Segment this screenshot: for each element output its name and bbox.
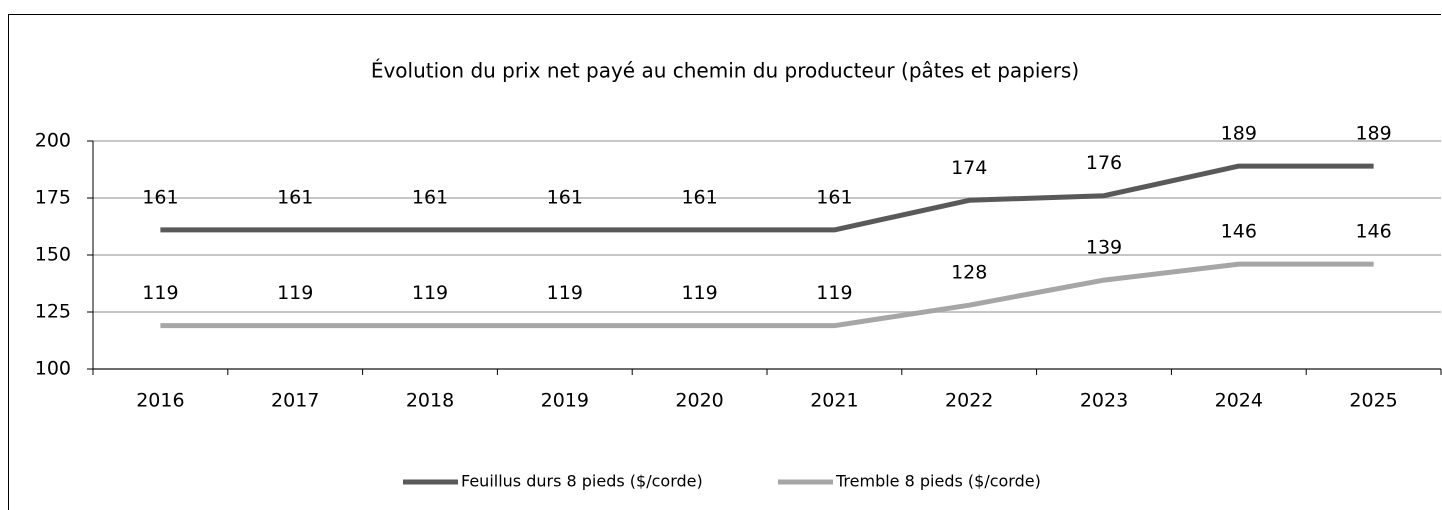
data-label: 161 bbox=[547, 186, 583, 208]
x-tick-label: 2016 bbox=[136, 390, 184, 412]
data-label: 119 bbox=[142, 282, 178, 304]
x-tick-label: 2017 bbox=[271, 390, 319, 412]
data-label: 119 bbox=[277, 282, 313, 304]
data-label: 161 bbox=[277, 186, 313, 208]
x-tick-label: 2023 bbox=[1080, 390, 1128, 412]
x-tick-label: 2018 bbox=[406, 390, 454, 412]
y-tick-label: 200 bbox=[35, 130, 71, 152]
series-line bbox=[160, 261, 1374, 329]
data-label: 189 bbox=[1221, 123, 1257, 145]
x-tick-label: 2021 bbox=[810, 390, 858, 412]
y-tick-label: 150 bbox=[35, 244, 71, 266]
chart-frame bbox=[8, 14, 1441, 510]
x-tick-label: 2022 bbox=[945, 390, 993, 412]
data-label: 119 bbox=[681, 282, 717, 304]
x-tick-label: 2024 bbox=[1215, 390, 1263, 412]
chart-title: Évolution du prix net payé au chemin du … bbox=[371, 59, 1079, 83]
data-label: 119 bbox=[547, 282, 583, 304]
data-label: 139 bbox=[1086, 237, 1122, 259]
data-label: 161 bbox=[142, 186, 178, 208]
data-label: 161 bbox=[816, 186, 852, 208]
series-line bbox=[160, 163, 1374, 233]
data-label: 119 bbox=[816, 282, 852, 304]
data-label: 128 bbox=[951, 262, 987, 284]
data-label: 146 bbox=[1221, 221, 1257, 243]
y-tick-label: 100 bbox=[35, 358, 71, 380]
x-tick-label: 2020 bbox=[675, 390, 723, 412]
data-label: 161 bbox=[412, 186, 448, 208]
y-tick-label: 125 bbox=[35, 301, 71, 323]
data-label: 119 bbox=[412, 282, 448, 304]
data-label: 146 bbox=[1355, 221, 1391, 243]
x-tick-label: 2019 bbox=[541, 390, 589, 412]
data-label: 189 bbox=[1355, 123, 1391, 145]
data-label: 174 bbox=[951, 157, 987, 179]
legend-label: Feuillus durs 8 pieds ($/corde) bbox=[461, 472, 703, 491]
x-tick-label: 2025 bbox=[1349, 390, 1397, 412]
data-label: 176 bbox=[1086, 152, 1122, 174]
y-tick-label: 175 bbox=[35, 187, 71, 209]
legend-label: Tremble 8 pieds ($/corde) bbox=[835, 472, 1041, 491]
data-label: 161 bbox=[681, 186, 717, 208]
